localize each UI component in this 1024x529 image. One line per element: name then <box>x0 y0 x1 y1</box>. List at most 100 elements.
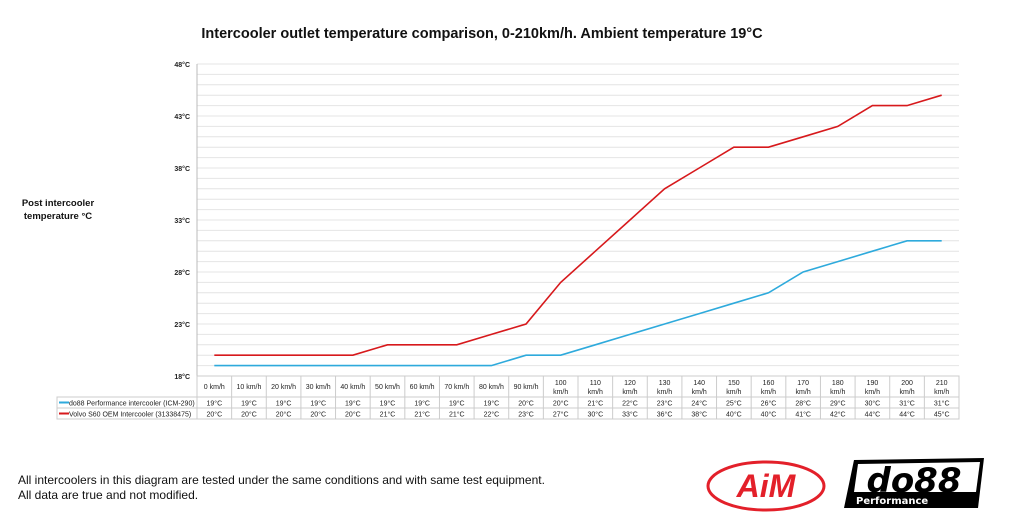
table-cell: 33°C <box>622 411 638 419</box>
table-cell: 25°C <box>726 400 742 408</box>
table-cell: 20°C <box>241 411 257 419</box>
table-cell: 21°C <box>380 411 396 419</box>
x-tick-unit: km/h <box>726 389 741 396</box>
table-cell: 19°C <box>206 400 222 408</box>
svg-text:AiM: AiM <box>736 468 797 504</box>
x-tick-label: 170 <box>797 380 809 387</box>
do88-logo: do88 Performance <box>844 458 984 508</box>
legend-label: Volvo S60 OEM Intercooler (31338475) <box>69 412 191 419</box>
x-tick-unit: km/h <box>796 389 811 396</box>
x-tick-label: 60 km/h <box>410 384 435 391</box>
x-tick-label: 80 km/h <box>479 384 504 391</box>
x-tick-unit: km/h <box>761 389 776 396</box>
table-cell: 20°C <box>553 400 569 408</box>
y-tick-label: 43°C <box>174 113 190 121</box>
x-tick-label: 180 <box>832 380 844 387</box>
x-tick-unit: km/h <box>553 389 568 396</box>
table-cell: 20°C <box>518 400 534 408</box>
series-line-1 <box>214 94 942 357</box>
table-cell: 20°C <box>310 411 326 419</box>
table-cell: 38°C <box>691 411 707 419</box>
x-tick-label: 200 <box>901 380 913 387</box>
table-cell: 30°C <box>587 411 603 419</box>
x-tick-label: 210 <box>936 380 948 387</box>
table-cell: 44°C <box>899 411 915 419</box>
x-tick-unit: km/h <box>899 389 914 396</box>
x-tick-label: 30 km/h <box>306 384 331 391</box>
footnote-line-2: All data are true and not modified. <box>18 488 199 502</box>
aim-logo: AiM <box>706 460 826 512</box>
table-cell: 28°C <box>795 400 811 408</box>
x-tick-label: 40 km/h <box>340 384 365 391</box>
table-cell: 42°C <box>830 411 846 419</box>
x-tick-label: 20 km/h <box>271 384 296 391</box>
footnote: All intercoolers in this diagram are tes… <box>18 473 545 503</box>
x-tick-unit: km/h <box>622 389 637 396</box>
table-cell: 19°C <box>449 400 465 408</box>
table-cell: 21°C <box>587 400 603 408</box>
footnote-line-1: All intercoolers in this diagram are tes… <box>18 473 545 487</box>
table-cell: 40°C <box>761 411 777 419</box>
x-tick-unit: km/h <box>830 389 845 396</box>
table-cell: 31°C <box>934 400 950 408</box>
table-cell: 19°C <box>414 400 430 408</box>
table-cell: 19°C <box>380 400 396 408</box>
table-cell: 29°C <box>830 400 846 408</box>
table-cell: 20°C <box>276 411 292 419</box>
x-tick-label: 160 <box>763 380 775 387</box>
series-line-0 <box>214 240 942 367</box>
x-tick-label: 10 km/h <box>237 384 262 391</box>
table-cell: 36°C <box>657 411 673 419</box>
x-tick-unit: km/h <box>657 389 672 396</box>
table-cell: 24°C <box>691 400 707 408</box>
x-tick-label: 70 km/h <box>444 384 469 391</box>
x-tick-label: 110 <box>590 380 601 387</box>
x-tick-unit: km/h <box>865 389 880 396</box>
y-tick-label: 28°C <box>174 269 190 277</box>
x-tick-unit: km/h <box>934 389 949 396</box>
x-tick-unit: km/h <box>588 389 603 396</box>
x-tick-label: 190 <box>867 380 879 387</box>
table-cell: 20°C <box>206 411 222 419</box>
table-cell: 22°C <box>622 400 638 408</box>
y-tick-label: 18°C <box>174 373 190 381</box>
x-tick-label: 130 <box>659 380 671 387</box>
table-cell: 23°C <box>657 400 673 408</box>
table-cell: 21°C <box>449 411 465 419</box>
x-tick-unit: km/h <box>692 389 707 396</box>
y-axis-label: Post intercooler temperature °C <box>21 198 95 222</box>
table-cell: 44°C <box>865 411 881 419</box>
x-tick-label: 0 km/h <box>204 384 225 391</box>
table-cell: 19°C <box>276 400 292 408</box>
x-tick-label: 50 km/h <box>375 384 400 391</box>
table-cell: 45°C <box>934 411 950 419</box>
table-cell: 19°C <box>310 400 326 408</box>
table-cell: 19°C <box>241 400 257 408</box>
table-cell: 40°C <box>726 411 742 419</box>
x-tick-label: 140 <box>693 380 705 387</box>
table-cell: 41°C <box>795 411 811 419</box>
svg-text:do88: do88 <box>866 461 961 501</box>
table-cell: 30°C <box>865 400 881 408</box>
table-cell: 26°C <box>761 400 777 408</box>
table-cell: 23°C <box>518 411 534 419</box>
x-tick-label: 120 <box>624 380 636 387</box>
table-cell: 21°C <box>414 411 430 419</box>
legend-label: do88 Performance intercooler (ICM-290) <box>69 401 195 408</box>
table-cell: 22°C <box>484 411 500 419</box>
y-tick-label: 33°C <box>174 217 190 225</box>
table-cell: 19°C <box>484 400 500 408</box>
y-tick-label: 38°C <box>174 165 190 173</box>
y-tick-label: 48°C <box>174 61 190 69</box>
table-cell: 31°C <box>899 400 915 408</box>
table-cell: 20°C <box>345 411 361 419</box>
table-cell: 27°C <box>553 411 569 419</box>
y-tick-label: 23°C <box>174 321 190 329</box>
table-cell: 19°C <box>345 400 361 408</box>
chart-title: Intercooler outlet temperature compariso… <box>201 26 763 42</box>
x-tick-label: 150 <box>728 380 740 387</box>
x-tick-label: 100 <box>555 380 567 387</box>
svg-text:Performance: Performance <box>856 496 928 507</box>
x-tick-label: 90 km/h <box>514 384 539 391</box>
